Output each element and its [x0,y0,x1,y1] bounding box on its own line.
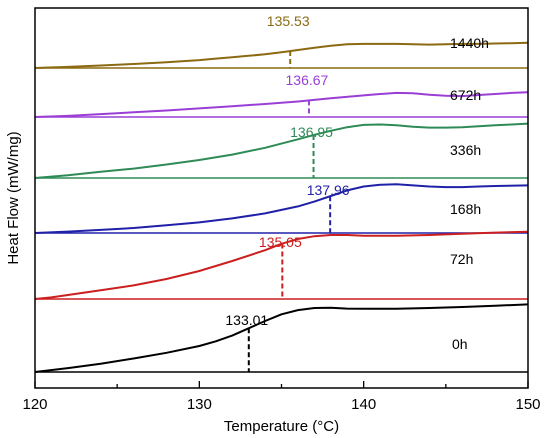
series-336h: 136.95 336h [34,122,529,179]
series-label-168h: 168h [450,201,481,217]
series-layer: 135.53 1440h 136.67 672h 136.95 336h 137.96 168… [34,13,529,373]
curve-72h [34,230,529,300]
x-axis-title: Temperature (°C) [224,418,339,435]
peak-label-72h: 135.05 [259,234,302,250]
peak-label-672h: 136.67 [286,72,329,88]
curve-1440h [34,41,529,69]
series-label-0h: 0h [452,336,468,352]
series-label-336h: 336h [450,142,481,158]
curve-168h [34,183,529,234]
peak-label-336h: 136.95 [290,124,333,140]
series-72h: 135.05 72h [34,230,529,300]
peak-label-0h: 133.01 [225,312,268,328]
peak-label-1440h: 135.53 [267,13,310,29]
curve-672h [34,91,529,118]
x-tick-label-130: 130 [187,396,212,413]
peak-label-168h: 137.96 [307,182,350,198]
x-tick-label-120: 120 [22,396,47,413]
curve-336h [34,122,529,179]
series-0h: 133.01 0h [34,303,529,373]
series-1440h: 135.53 1440h [34,13,529,69]
series-168h: 137.96 168h [34,182,529,234]
x-tick-label-150: 150 [515,396,540,413]
series-label-672h: 672h [450,87,481,103]
series-label-72h: 72h [450,251,473,267]
y-axis-title: Heat Flow (mW/mg) [5,131,22,264]
tick-layer: 120 130 140 150 [22,381,541,413]
curve-0h [34,303,529,373]
x-tick-label-140: 140 [351,396,376,413]
series-672h: 136.67 672h [34,72,529,118]
series-label-1440h: 1440h [450,35,489,51]
